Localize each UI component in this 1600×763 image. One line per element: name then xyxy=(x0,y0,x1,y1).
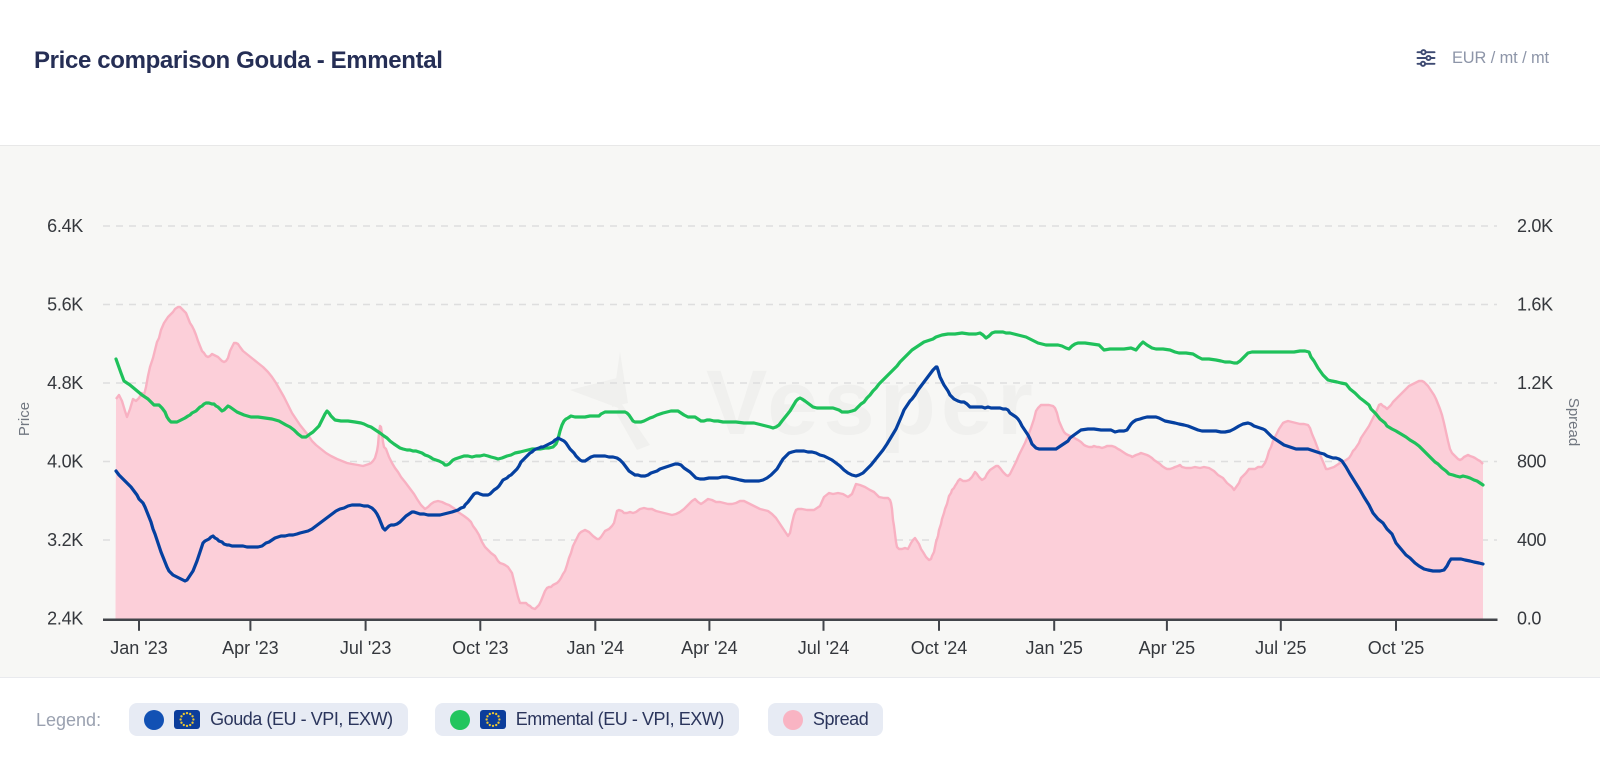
svg-text:2.0K: 2.0K xyxy=(1517,216,1553,236)
svg-text:Oct '23: Oct '23 xyxy=(452,638,508,658)
svg-text:6.4K: 6.4K xyxy=(47,216,83,236)
svg-text:800: 800 xyxy=(1517,452,1546,472)
svg-text:1.2K: 1.2K xyxy=(1517,373,1553,393)
svg-text:Vesper: Vesper xyxy=(706,352,1038,454)
svg-text:Spread: Spread xyxy=(1565,398,1582,446)
svg-text:400: 400 xyxy=(1517,530,1546,550)
svg-text:2.4K: 2.4K xyxy=(47,609,83,629)
svg-text:Jul '24: Jul '24 xyxy=(798,638,849,658)
svg-text:Jan '23: Jan '23 xyxy=(110,638,167,658)
svg-text:Jan '25: Jan '25 xyxy=(1025,638,1082,658)
svg-text:Apr '25: Apr '25 xyxy=(1139,638,1195,658)
svg-text:Apr '24: Apr '24 xyxy=(681,638,737,658)
svg-text:Price: Price xyxy=(16,402,33,436)
svg-text:1.6K: 1.6K xyxy=(1517,295,1553,315)
svg-text:5.6K: 5.6K xyxy=(47,295,83,315)
svg-text:Oct '24: Oct '24 xyxy=(911,638,967,658)
svg-text:Jan '24: Jan '24 xyxy=(567,638,624,658)
svg-text:3.2K: 3.2K xyxy=(47,530,83,550)
svg-text:4.8K: 4.8K xyxy=(47,373,83,393)
svg-text:4.0K: 4.0K xyxy=(47,452,83,472)
svg-text:Jul '25: Jul '25 xyxy=(1255,638,1306,658)
svg-text:Oct '25: Oct '25 xyxy=(1368,638,1424,658)
svg-text:Apr '23: Apr '23 xyxy=(222,638,278,658)
svg-text:0.0: 0.0 xyxy=(1517,609,1541,629)
svg-text:Jul '23: Jul '23 xyxy=(340,638,391,658)
